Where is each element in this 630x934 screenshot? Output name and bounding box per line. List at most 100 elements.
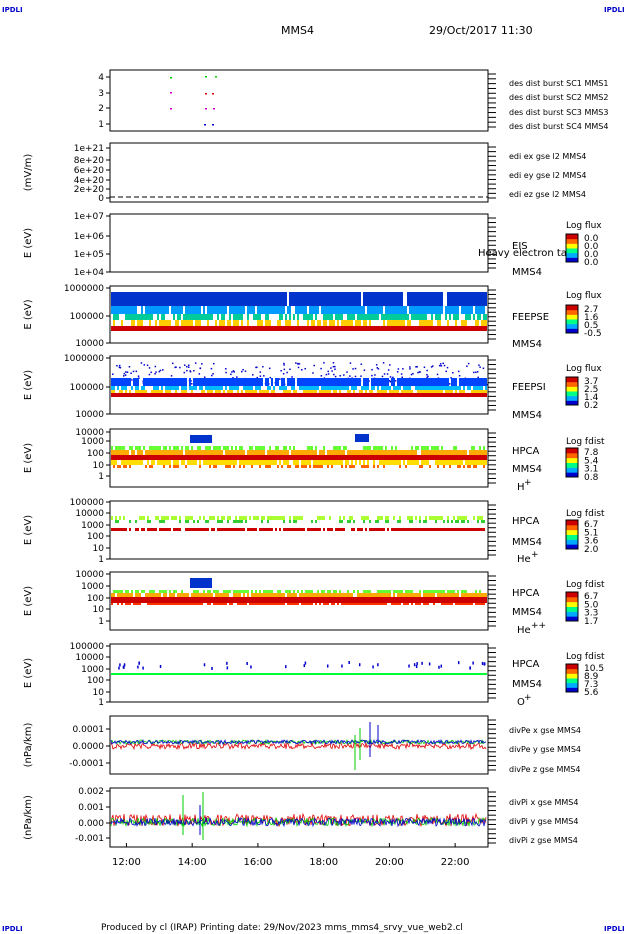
spectrogram-pixel xyxy=(207,446,209,450)
spectrogram-pixel xyxy=(469,326,471,331)
spectrogram-pixel xyxy=(459,292,461,306)
spectrogram-pixel xyxy=(227,450,229,455)
spectrogram-pixel xyxy=(149,378,151,386)
spectrogram-pixel xyxy=(409,520,411,523)
spectrogram-pixel xyxy=(163,455,165,460)
spectrogram-pixel xyxy=(181,450,183,455)
spectrogram-pixel xyxy=(365,455,367,460)
spectrogram-pixel xyxy=(293,520,295,523)
spectrogram-pixel xyxy=(303,390,305,393)
spectrogram-pixel xyxy=(175,590,177,593)
spectrogram-pixel xyxy=(129,314,131,320)
spectrogram-pixel xyxy=(197,306,199,314)
spectrogram-pixel xyxy=(383,390,385,393)
spectrogram-pixel xyxy=(349,520,351,523)
spectrogram-pixel xyxy=(159,292,161,306)
spectrogram-pixel xyxy=(133,306,135,314)
spectrogram-pixel xyxy=(298,363,301,365)
spectrogram-pixel xyxy=(415,378,417,386)
spectrogram-pixel xyxy=(409,460,411,465)
spectrogram-pixel xyxy=(299,455,301,460)
spectrogram-pixel xyxy=(247,378,249,386)
spectrogram-pixel xyxy=(256,366,258,369)
spectrogram-pixel xyxy=(253,597,255,603)
spectrogram-pixel xyxy=(305,603,307,605)
spectrogram-pixel xyxy=(133,603,135,605)
spectrogram-pixel xyxy=(465,314,467,320)
spectrogram-pixel xyxy=(129,593,131,597)
spectrogram-pixel xyxy=(411,603,413,605)
spectrogram-pixel xyxy=(477,393,479,397)
spectrogram-pixel xyxy=(385,390,387,393)
spectrogram-pixel xyxy=(147,378,149,386)
spectrogram-pixel xyxy=(117,314,119,320)
spectrogram-pixel xyxy=(287,306,289,314)
spectrogram-pixel xyxy=(359,597,361,603)
spectrogram-pixel xyxy=(153,390,155,393)
spectrogram-pixel xyxy=(309,446,311,450)
spectrogram-pixel xyxy=(195,455,197,460)
spectrogram-pixel xyxy=(139,393,141,397)
spectrogram-pixel xyxy=(159,455,161,460)
spectrogram-pixel xyxy=(129,306,131,314)
spectrogram-pixel xyxy=(119,378,121,386)
spectrogram-pixel xyxy=(281,306,283,314)
spectrogram-pixel xyxy=(111,386,113,390)
spectrogram-pixel xyxy=(334,368,336,370)
spectrogram-pixel xyxy=(293,386,295,390)
spectrogram-pixel xyxy=(249,450,251,455)
spectrogram-pixel xyxy=(383,455,385,460)
spectrogram-pixel xyxy=(139,516,141,520)
spectrogram-pixel xyxy=(449,450,451,455)
spectrogram-pixel xyxy=(415,386,417,390)
spectrogram-pixel xyxy=(287,455,289,460)
spectrogram-pixel xyxy=(213,362,215,365)
spectrogram-pixel xyxy=(427,326,429,331)
spectrogram-pixel xyxy=(415,603,417,605)
spectrogram-pixel xyxy=(331,393,333,397)
spectrogram-pixel xyxy=(123,597,125,603)
spectrogram-pixel xyxy=(191,306,193,314)
spectrogram-pixel xyxy=(409,378,411,386)
spectrogram-pixel xyxy=(389,593,391,597)
spectrogram-pixel xyxy=(209,450,211,455)
spectrogram-pixel xyxy=(477,460,479,465)
spectrogram-pixel xyxy=(231,371,233,373)
spectrogram-pixel xyxy=(393,455,395,460)
spectrogram-pixel xyxy=(227,516,229,520)
spectrogram-pixel xyxy=(291,603,293,605)
spectrogram-pixel xyxy=(481,455,483,460)
spectrogram-pixel xyxy=(371,455,373,460)
spectrogram-pixel xyxy=(249,326,251,331)
spectrogram-pixel xyxy=(427,590,429,593)
spectrogram-pixel xyxy=(281,597,283,603)
spectrogram-pixel xyxy=(259,378,261,386)
spectrogram-pixel xyxy=(303,664,306,668)
spectrogram-pixel xyxy=(347,597,349,603)
spectrogram-pixel xyxy=(419,590,421,593)
spectrogram-pixel xyxy=(119,516,121,520)
spectrogram-pixel xyxy=(211,597,213,603)
spectrogram-pixel xyxy=(203,590,205,593)
spectrogram-pixel xyxy=(267,460,269,465)
spectrogram-pixel xyxy=(251,446,253,450)
spectrogram-pixel xyxy=(143,455,145,460)
spectrogram-pixel xyxy=(385,386,387,390)
spectrogram-pixel xyxy=(153,306,155,314)
spectrogram-pixel xyxy=(221,292,223,306)
spectrogram-pixel xyxy=(280,369,282,372)
spectrogram-pixel xyxy=(197,326,199,331)
spectrogram-pixel xyxy=(297,528,299,531)
spectrogram-pixel xyxy=(261,390,263,393)
colorbar-frame xyxy=(565,663,579,693)
spectrogram-pixel xyxy=(479,378,481,386)
spectrogram-pixel xyxy=(115,460,117,465)
spectrogram-pixel xyxy=(113,390,115,393)
burst-mark xyxy=(213,108,215,110)
spectrogram-pixel xyxy=(333,390,335,393)
spectrogram-pixel xyxy=(209,465,211,468)
spectrogram-pixel xyxy=(467,378,469,386)
spectrogram-pixel xyxy=(181,378,183,386)
spectrogram-pixel xyxy=(165,393,167,397)
spectrogram-pixel xyxy=(392,376,394,379)
